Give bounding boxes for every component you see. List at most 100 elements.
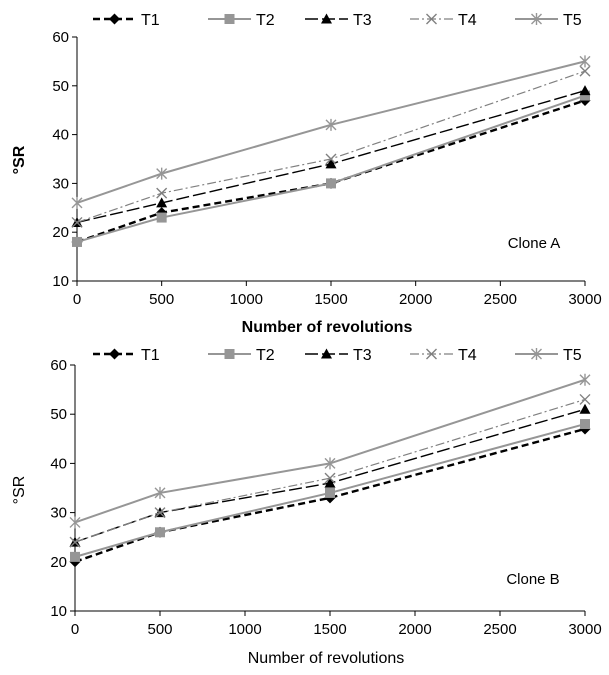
legend-marker <box>321 348 332 359</box>
series-t3 <box>69 403 591 547</box>
data-point <box>324 472 336 484</box>
data-point <box>580 419 590 430</box>
legend-entry: T4 <box>458 12 477 29</box>
y-axis-label: °SR <box>11 476 28 505</box>
x-axis-label: Number of revolutions <box>248 650 405 667</box>
series-line <box>74 423 586 558</box>
legend: T1 T2 T3 T4 T5 <box>93 347 582 364</box>
legend-marker <box>109 13 120 25</box>
x-tick-label: 0 <box>73 291 81 308</box>
legend-entry: T2 <box>256 347 275 364</box>
data-point <box>72 236 82 247</box>
legend-entry: T1 <box>141 347 160 364</box>
clone-annotation: Clone B <box>506 571 559 588</box>
data-point <box>325 158 337 169</box>
legend: T1 T2 T3 T4 T5 <box>93 12 582 29</box>
x-tick-label: 2500 <box>484 291 517 308</box>
data-point <box>69 536 81 548</box>
data-point <box>324 477 336 488</box>
x-tick-label: 1500 <box>314 291 347 308</box>
data-point <box>579 373 591 386</box>
data-point <box>154 507 166 519</box>
x-tick-label: 2000 <box>398 621 431 638</box>
series-line <box>76 90 586 224</box>
x-tick-label: 3000 <box>568 291 601 308</box>
legend-marker <box>426 348 437 360</box>
x-tick-label: 2500 <box>483 621 516 638</box>
series-line <box>74 398 586 543</box>
legend-marker <box>109 348 120 360</box>
legend-marker <box>224 349 235 359</box>
data-point <box>156 167 168 180</box>
data-point <box>326 178 336 189</box>
legend-entry: T3 <box>353 12 372 29</box>
data-point <box>70 551 80 562</box>
x-tick-label: 500 <box>147 621 172 638</box>
data-point <box>325 487 335 498</box>
series-t3 <box>71 85 591 227</box>
legend-entry: T3 <box>353 347 372 364</box>
clone-annotation: Clone A <box>508 235 561 252</box>
data-point <box>579 393 591 405</box>
series-t5 <box>69 373 591 529</box>
legend-marker <box>321 13 332 24</box>
series-t1 <box>71 94 591 248</box>
x-tick-label: 500 <box>149 291 174 308</box>
legend-entry: T5 <box>563 12 582 29</box>
y-tick-label: 10 <box>50 603 67 620</box>
y-tick-label: 40 <box>50 455 67 472</box>
x-tick-label: 3000 <box>568 621 601 638</box>
y-tick-label: 40 <box>52 127 69 144</box>
data-point <box>71 196 83 209</box>
y-tick-label: 30 <box>52 175 69 192</box>
legend-marker <box>531 13 542 25</box>
data-point <box>325 153 337 165</box>
y-tick-label: 50 <box>50 406 67 423</box>
x-tick-label: 1000 <box>230 291 263 308</box>
series-line <box>74 427 586 563</box>
y-tick-label: 20 <box>50 554 67 571</box>
chart-clone-a: 10 20 30 40 50 60 0 500 1000 1500 2000 2500 3000 °SR N… <box>11 12 602 336</box>
x-axis-label: Number of revolutions <box>242 319 413 336</box>
series-line <box>74 408 586 543</box>
y-tick-label: 10 <box>52 273 69 290</box>
legend-entry: T1 <box>141 12 160 29</box>
y-tick-label: 20 <box>52 224 69 241</box>
series-t2 <box>70 419 590 562</box>
x-tick-label: 1500 <box>313 621 346 638</box>
series-line <box>76 99 586 244</box>
data-point <box>154 486 166 499</box>
legend-entry: T2 <box>256 12 275 29</box>
data-point <box>580 90 590 101</box>
data-point <box>71 216 83 228</box>
legend-entry: T4 <box>458 347 477 364</box>
series-line <box>76 94 586 243</box>
chart-clone-b: 10 20 30 40 50 60 0 500 1000 1500 2000 2500 3000 °SR N… <box>11 347 602 667</box>
x-tick-label: 0 <box>71 621 79 638</box>
series-t2 <box>72 90 590 247</box>
series-line <box>74 378 586 524</box>
data-point <box>155 527 165 538</box>
y-tick-label: 50 <box>52 78 69 95</box>
x-tick-label: 2000 <box>399 291 432 308</box>
data-point <box>69 516 81 529</box>
series-t4 <box>71 65 591 228</box>
y-tick-label: 60 <box>52 29 69 46</box>
y-tick-label: 60 <box>50 357 67 374</box>
data-point <box>579 85 591 96</box>
data-point <box>156 187 168 199</box>
series-line <box>76 70 586 224</box>
x-tick-label: 1000 <box>228 621 261 638</box>
data-point <box>579 403 591 414</box>
series-t5 <box>71 55 591 209</box>
data-point <box>324 457 336 470</box>
y-axis-label: °SR <box>11 145 28 174</box>
legend-marker <box>426 13 437 25</box>
series-line <box>76 60 586 204</box>
y-tick-label: 30 <box>50 505 67 522</box>
legend-marker <box>531 348 542 360</box>
data-point <box>579 55 591 68</box>
data-point <box>579 65 591 77</box>
